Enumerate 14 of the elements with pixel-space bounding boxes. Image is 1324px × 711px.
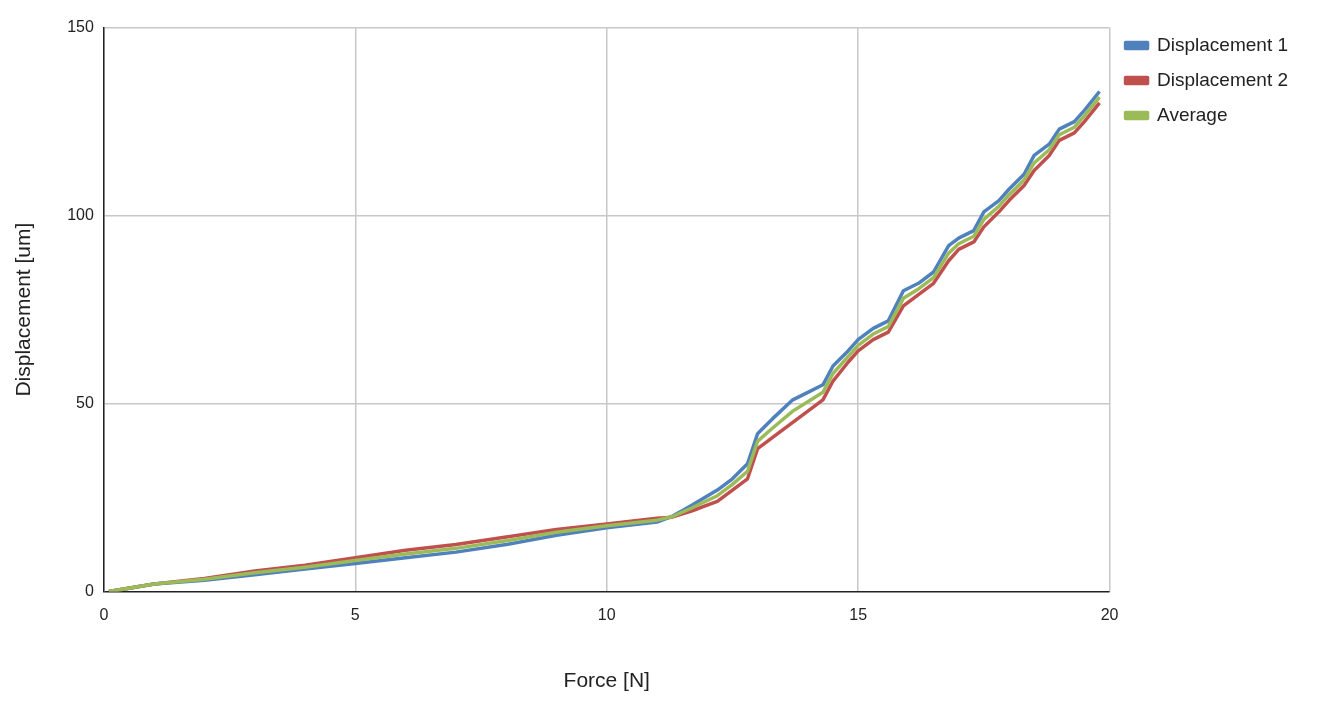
legend-label: Displacement 2: [1157, 68, 1288, 90]
x-tick-label: 5: [350, 605, 360, 623]
x-axis-title: Force [N]: [563, 668, 650, 692]
x-tick-label: 20: [1100, 605, 1119, 623]
y-tick-label: 150: [67, 18, 94, 36]
y-tick-label: 100: [67, 206, 94, 224]
y-tick-label: 0: [84, 582, 94, 600]
y-tick-label: 50: [76, 394, 94, 412]
x-tick-label: 15: [849, 605, 868, 623]
legend-label: Average: [1157, 103, 1228, 125]
legend-label: Displacement 1: [1157, 33, 1288, 55]
x-tick-label: 0: [99, 605, 109, 623]
y-axis-title: Displacement [um]: [11, 222, 35, 397]
x-tick-label: 10: [597, 605, 616, 623]
